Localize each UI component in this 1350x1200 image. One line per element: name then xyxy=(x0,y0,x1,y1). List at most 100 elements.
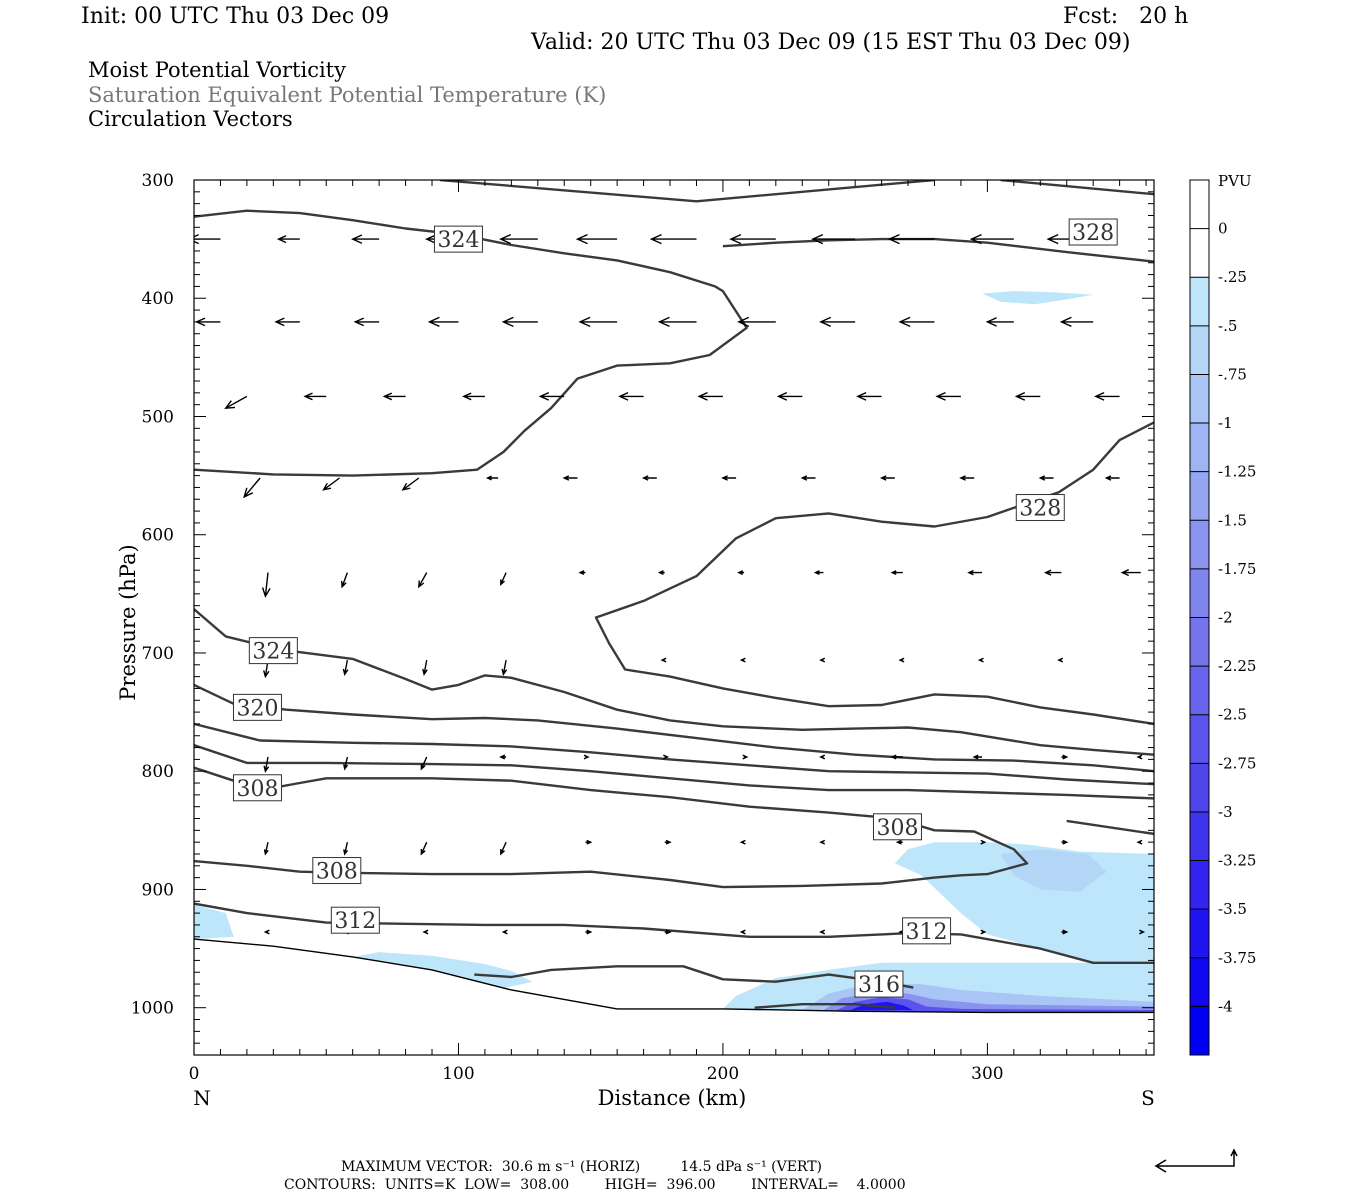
forecast-hour: Fcst: 20 h xyxy=(1063,4,1189,29)
contour-label-box xyxy=(232,693,282,721)
circulation-vector xyxy=(194,317,221,327)
x-tick-label: 100 xyxy=(442,1064,474,1084)
circulation-vector xyxy=(649,233,697,245)
circulation-vector xyxy=(800,475,816,481)
circulation-vector xyxy=(819,657,826,663)
footer-contours: CONTOURS: UNITS=K LOW= 308.00 HIGH= 396.… xyxy=(284,1177,906,1193)
circulation-vector xyxy=(898,657,905,663)
contour-label-box xyxy=(872,813,922,841)
colorbar-level-label: -.75 xyxy=(1218,365,1247,383)
circulation-vector xyxy=(401,477,420,491)
circulation-vector xyxy=(1061,929,1069,935)
circulation-vector xyxy=(562,475,578,481)
circulation-vector xyxy=(972,754,983,760)
north-label: N xyxy=(193,1086,211,1110)
colorbar-swatch xyxy=(1190,423,1209,473)
circulation-vector xyxy=(499,754,507,760)
circulation-vector xyxy=(585,929,593,935)
circulation-vector xyxy=(985,317,1014,327)
colorbar-swatch xyxy=(1190,228,1209,278)
circulation-vector xyxy=(417,572,428,589)
contour-label-box xyxy=(232,774,282,802)
contour-label-box xyxy=(854,970,904,998)
y-tick-label: 800 xyxy=(142,762,174,782)
axes: 0 100 200 300 300 400 500 600 700 800 900 1000 Dista… xyxy=(116,171,1155,1110)
theta-contour xyxy=(754,1003,895,1009)
circulation-vector xyxy=(342,659,349,676)
colorbar-level-label: -1 xyxy=(1218,414,1233,432)
circulation-vector xyxy=(578,316,618,328)
circulation-vector xyxy=(663,754,670,760)
circulation-vector xyxy=(427,316,459,328)
circulation-vector xyxy=(742,754,749,760)
circulation-vector xyxy=(1043,569,1062,576)
colorbar-swatch xyxy=(1190,374,1209,424)
circulation-vector xyxy=(641,475,657,481)
colorbar-level-label: -1.5 xyxy=(1218,511,1247,529)
circulation-vector xyxy=(585,839,593,845)
circulation-vector xyxy=(776,391,803,401)
circulation-vector xyxy=(353,317,380,327)
circulation-vector xyxy=(1059,316,1094,328)
pv-region xyxy=(1000,849,1107,892)
theta-contour xyxy=(439,180,935,203)
colorbar-level-label: -2 xyxy=(1218,609,1233,627)
circulation-vector xyxy=(1014,391,1041,401)
contour-label: 328 xyxy=(1072,221,1114,246)
contour-label: 324 xyxy=(437,228,479,253)
valid-time: Valid: 20 UTC Thu 03 Dec 09 (15 EST Thu … xyxy=(531,30,1131,55)
circulation-vector xyxy=(500,841,507,856)
circulation-vector xyxy=(276,235,300,244)
circulation-vector xyxy=(1094,391,1120,401)
colorbar-level-label: -4 xyxy=(1218,997,1233,1015)
contour-label: 308 xyxy=(316,860,358,885)
colorbar-swatch xyxy=(1190,714,1209,764)
circulation-vector xyxy=(538,391,565,401)
colorbar-level-label: -3 xyxy=(1218,803,1233,821)
circulation-vector xyxy=(499,233,538,245)
footer-max-vector: MAXIMUM VECTOR: 30.6 m s⁻¹ (HORIZ) 14.5 … xyxy=(341,1159,823,1175)
theta-contour xyxy=(594,421,1154,726)
colorbar-level-label: -.5 xyxy=(1218,317,1237,335)
circulation-vector xyxy=(811,233,856,245)
theta-contour xyxy=(1000,180,1154,196)
circulation-vector xyxy=(977,657,984,663)
circulation-vector xyxy=(657,570,665,576)
title-circulation: Circulation Vectors xyxy=(88,107,293,131)
circulation-vector xyxy=(737,316,776,328)
theta-contour xyxy=(194,209,748,477)
contour-label-box xyxy=(312,857,362,885)
pv-region xyxy=(982,291,1094,305)
colorbar-swatch xyxy=(1190,617,1209,667)
circulation-vector xyxy=(303,392,327,401)
circulation-vector xyxy=(819,754,826,760)
contour-label-box xyxy=(902,917,952,945)
x-tick-label: 300 xyxy=(971,1064,1003,1084)
circulation-vector xyxy=(819,929,826,935)
circulation-vector xyxy=(739,929,746,935)
theta-contour xyxy=(1066,819,1154,836)
colorbar-swatch xyxy=(1190,666,1209,716)
y-axis-label: Pressure (hPa) xyxy=(116,544,140,700)
colorbar-level-label: -.25 xyxy=(1218,268,1247,286)
colorbar-level-label: -2.75 xyxy=(1218,754,1256,772)
circulation-vector xyxy=(959,475,975,481)
terrain-line xyxy=(194,938,1154,1014)
colorbar-level-label: -2.5 xyxy=(1218,706,1247,724)
circulation-vector xyxy=(261,572,271,598)
circulation-vector xyxy=(350,234,380,244)
circulation-vector xyxy=(263,756,270,773)
circulation-vector xyxy=(856,391,882,401)
y-tick-label: 1000 xyxy=(131,999,174,1019)
pv-shading xyxy=(194,291,1154,1013)
colorbar-swatch xyxy=(1190,277,1209,327)
y-tick-label: 700 xyxy=(142,644,174,664)
colorbar-swatch xyxy=(1190,811,1209,862)
pv-region xyxy=(194,904,234,940)
circulation-vector xyxy=(729,233,776,245)
theta-contour xyxy=(194,722,1154,786)
colorbar-level-label: 0 xyxy=(1218,220,1228,238)
colorbar-swatch xyxy=(1190,860,1209,910)
title-theta-es: Saturation Equivalent Potential Temperat… xyxy=(88,83,607,107)
circulation-vector xyxy=(501,659,508,676)
